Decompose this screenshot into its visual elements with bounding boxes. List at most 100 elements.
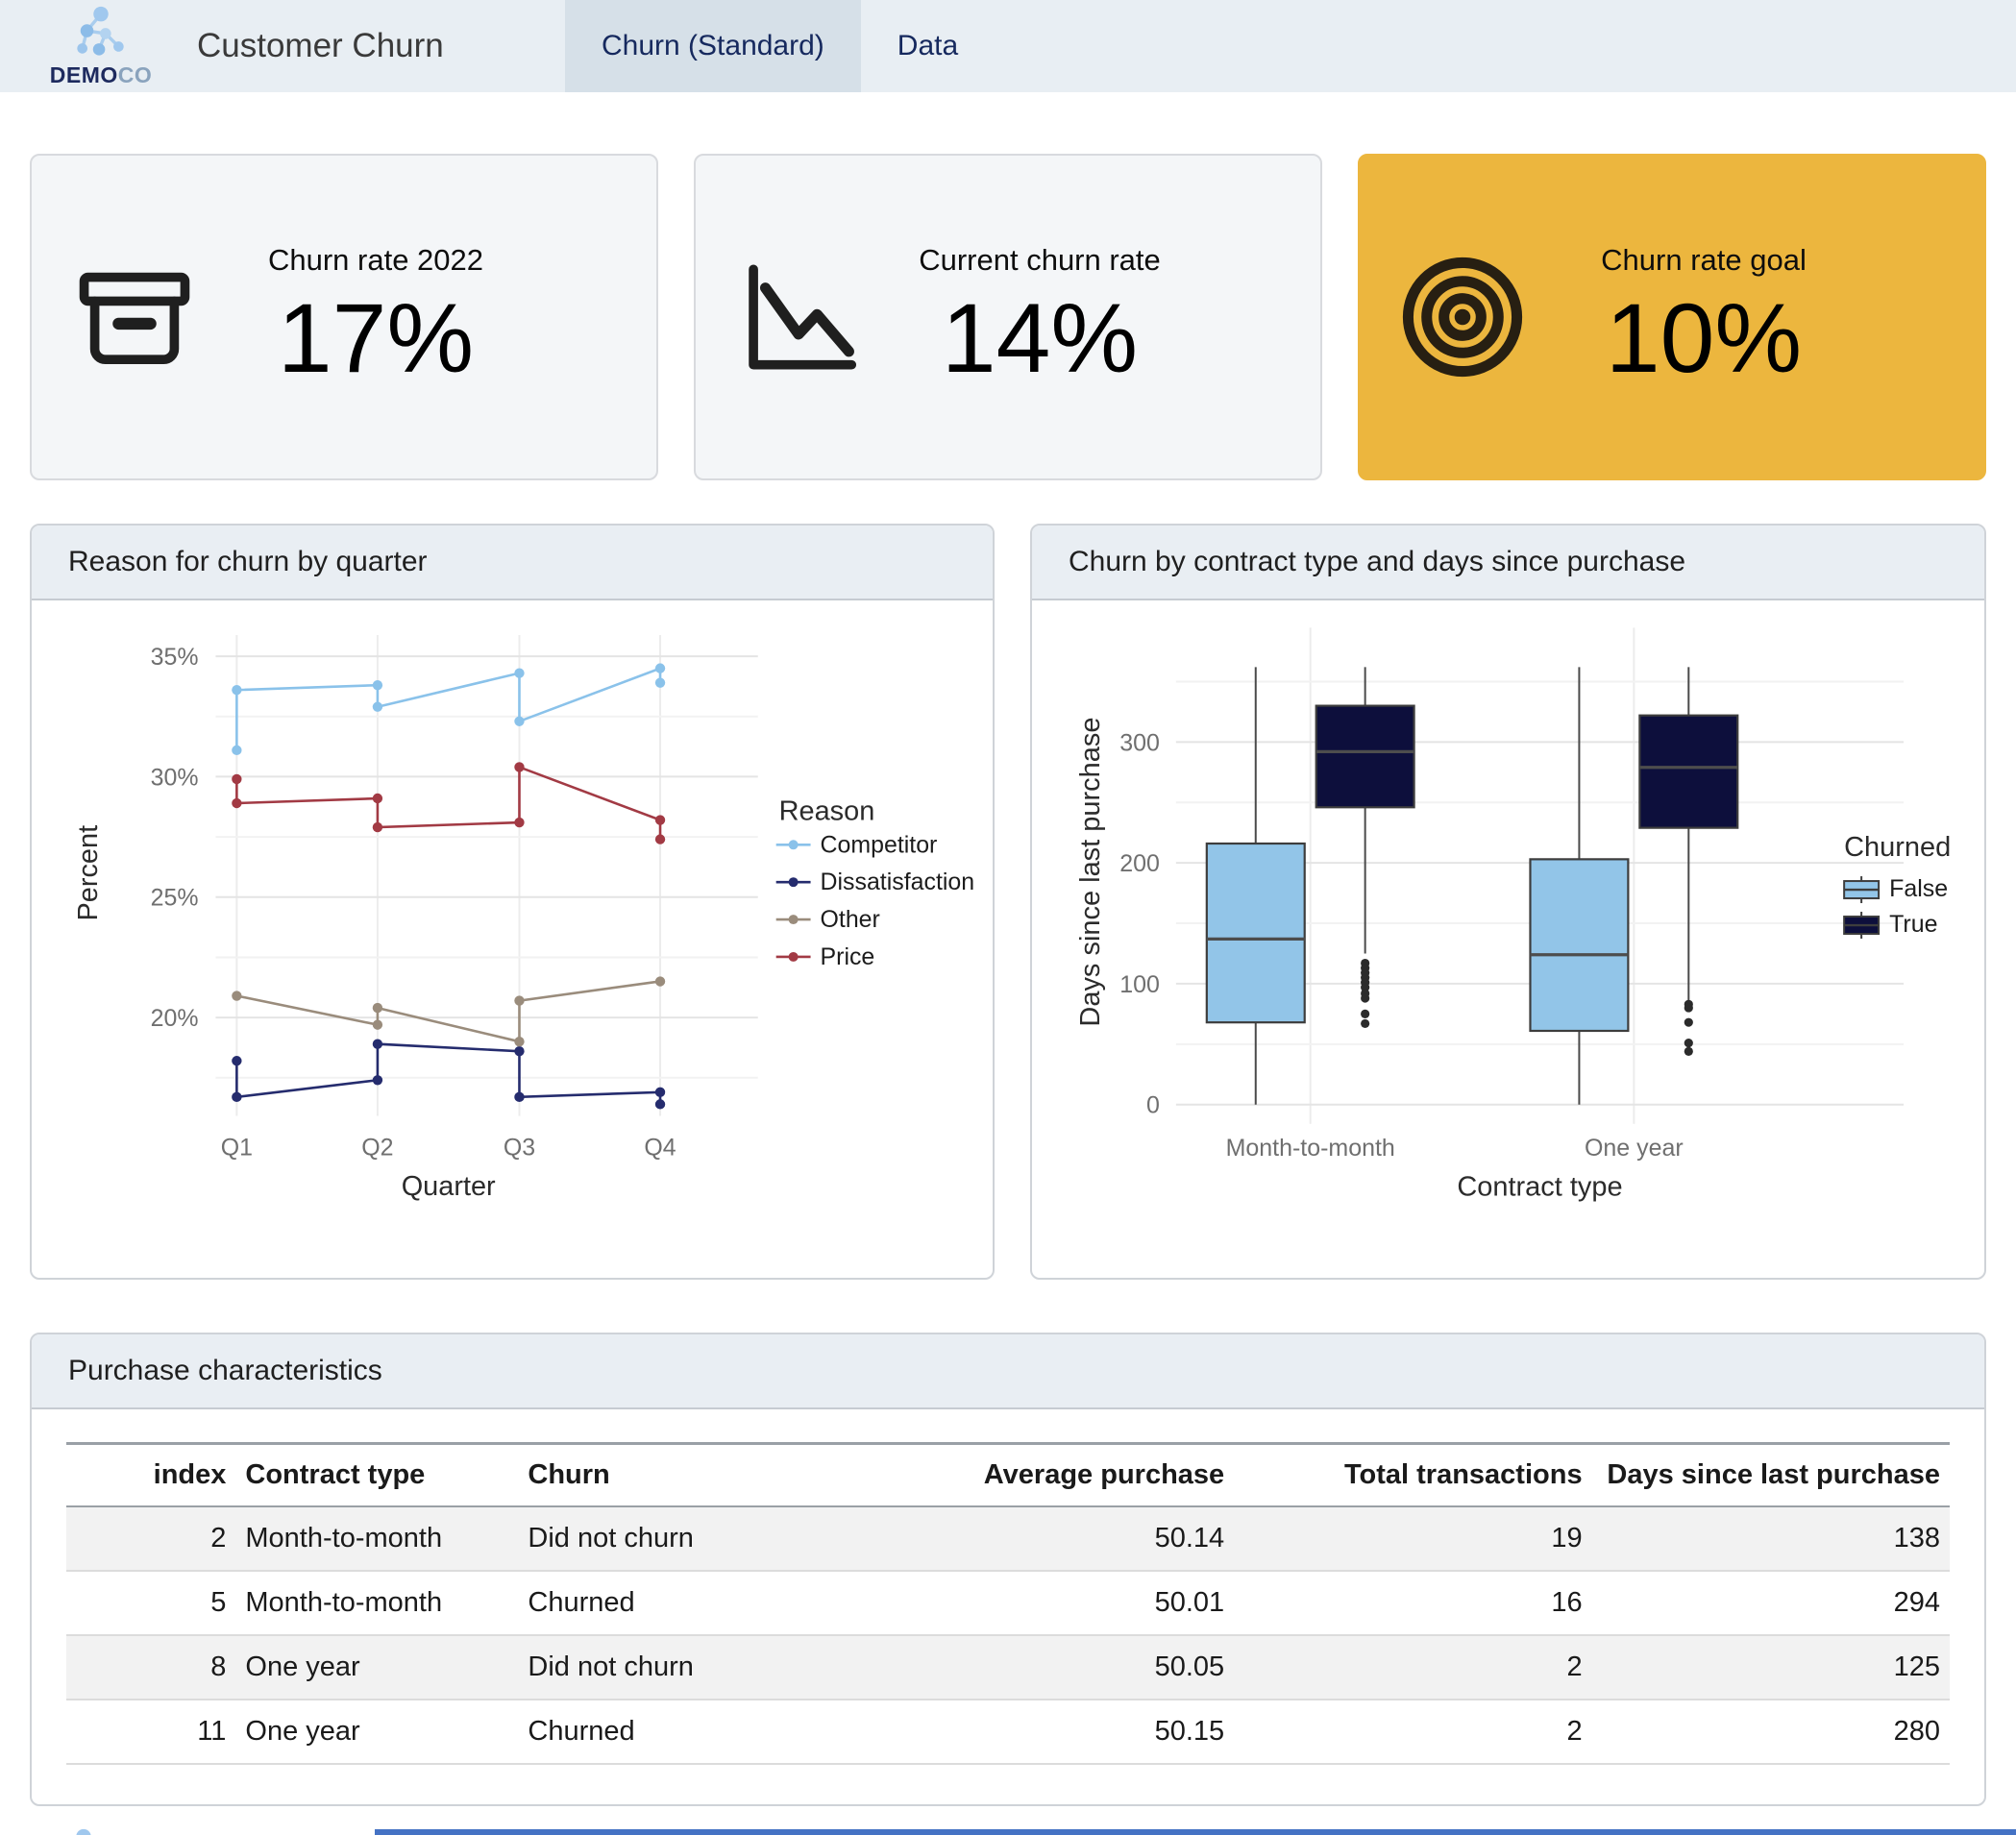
table-cell: Churned bbox=[528, 1716, 635, 1747]
table-row: 2 Month-to-month Did not churn 50.14 19 138 bbox=[66, 1506, 1950, 1571]
svg-text:Q3: Q3 bbox=[504, 1134, 535, 1161]
purchase-table-body: 2 Month-to-month Did not churn 50.14 19 138 5 M… bbox=[66, 1506, 1950, 1764]
panel-purchase-characteristics: Purchase characteristics index Contract … bbox=[30, 1333, 1986, 1806]
kpi-title: Churn rate goal bbox=[1601, 243, 1807, 278]
panel-churn-by-contract: Churn by contract type and days since pu… bbox=[1030, 524, 1986, 1280]
molecule-logo-icon bbox=[77, 6, 124, 56]
svg-text:35%: 35% bbox=[151, 644, 199, 671]
table-cell: 5 bbox=[210, 1587, 227, 1618]
table-cell: One year bbox=[245, 1716, 360, 1747]
table-cell: 2 bbox=[1566, 1652, 1583, 1682]
svg-text:Q1: Q1 bbox=[221, 1134, 253, 1161]
kpi-value: 14% bbox=[941, 283, 1139, 394]
col-total-transactions: Total transactions bbox=[1343, 1459, 1583, 1490]
charts-row: Reason for churn by quarter 20% 25% 30% 35%… bbox=[30, 524, 1986, 1280]
svg-text:200: 200 bbox=[1119, 850, 1160, 877]
purchase-table-wrap: index Contract type Churn Average purcha… bbox=[32, 1409, 1984, 1765]
table-row: 5 Month-to-month Churned 50.01 16 294 bbox=[66, 1571, 1950, 1635]
kpi-title: Churn rate 2022 bbox=[267, 243, 484, 278]
table-cell: 2 bbox=[210, 1523, 227, 1554]
table-cell: 138 bbox=[1893, 1523, 1940, 1554]
kpi-value: 10% bbox=[1605, 283, 1803, 394]
table-row: 8 One year Did not churn 50.05 2 125 bbox=[66, 1635, 1950, 1700]
svg-text:Other: Other bbox=[821, 906, 880, 933]
table-cell: Month-to-month bbox=[245, 1523, 443, 1554]
kpi-value: 17% bbox=[277, 283, 475, 394]
kpi-card-current-churn: Current churn rate 14% bbox=[694, 154, 1322, 480]
footer-divider-partial bbox=[375, 1829, 2016, 1835]
svg-text:Competitor: Competitor bbox=[821, 831, 938, 858]
kpi-card-churn-2022: Churn rate 2022 17% bbox=[30, 154, 658, 480]
company-logo: DEMOCO bbox=[43, 4, 159, 88]
col-churn: Churn bbox=[528, 1459, 610, 1490]
table-cell: 50.14 bbox=[1154, 1523, 1225, 1554]
table-cell: Did not churn bbox=[528, 1652, 694, 1682]
svg-text:Month-to-month: Month-to-month bbox=[1226, 1135, 1395, 1162]
col-index: index bbox=[153, 1459, 227, 1490]
svg-text:30%: 30% bbox=[151, 764, 199, 791]
panel-title-boxplot: Churn by contract type and days since pu… bbox=[1032, 526, 1984, 600]
svg-text:300: 300 bbox=[1119, 729, 1160, 756]
table-header-row: index Contract type Churn Average purcha… bbox=[66, 1443, 1950, 1506]
table-cell: 50.15 bbox=[1154, 1716, 1225, 1747]
svg-text:0: 0 bbox=[1146, 1092, 1160, 1119]
col-average-purchase: Average purchase bbox=[983, 1459, 1225, 1490]
kpi-text: Churn rate goal 10% bbox=[1529, 243, 1946, 390]
table-cell: Did not churn bbox=[528, 1523, 694, 1554]
reason-chart: 20% 25% 30% 35% Q1 Q2 Q3 Q4 Quarter Percent Reason… bbox=[32, 600, 993, 1278]
nav-tabs: Churn (Standard) Data bbox=[565, 0, 995, 92]
purchase-table: index Contract type Churn Average purcha… bbox=[66, 1442, 1950, 1765]
page-title: Customer Churn bbox=[197, 27, 444, 64]
panel-reason-for-churn: Reason for churn by quarter 20% 25% 30% 35%… bbox=[30, 524, 995, 1280]
svg-text:False: False bbox=[1889, 875, 1948, 902]
logo-text-demo: DEMO bbox=[49, 62, 118, 87]
kpi-row: Churn rate 2022 17% Current churn rate 1… bbox=[30, 154, 1986, 480]
svg-text:Quarter: Quarter bbox=[402, 1171, 496, 1202]
svg-text:Days since last purchase: Days since last purchase bbox=[1075, 718, 1106, 1027]
table-cell: 11 bbox=[197, 1716, 227, 1747]
table-cell: Month-to-month bbox=[245, 1587, 443, 1618]
table-cell: 125 bbox=[1893, 1652, 1940, 1682]
box-chart: 0 100 200 300 Month-to-month One year Contract… bbox=[1032, 600, 1984, 1278]
trend-down-icon bbox=[749, 264, 857, 370]
table-row: 11 One year Churned 50.15 2 280 bbox=[66, 1700, 1950, 1764]
svg-text:Q4: Q4 bbox=[644, 1134, 676, 1161]
kpi-card-churn-goal: Churn rate goal 10% bbox=[1358, 154, 1986, 480]
svg-text:Q2: Q2 bbox=[361, 1134, 393, 1161]
table-cell: 294 bbox=[1893, 1587, 1940, 1618]
kpi-text: Churn rate 2022 17% bbox=[201, 243, 618, 390]
kpi-text: Current churn rate 14% bbox=[865, 243, 1282, 390]
panel-title-reasons: Reason for churn by quarter bbox=[32, 526, 993, 600]
table-cell: 50.05 bbox=[1154, 1652, 1225, 1682]
svg-text:Percent: Percent bbox=[73, 825, 104, 921]
table-cell: 2 bbox=[1566, 1716, 1583, 1747]
col-contract-type: Contract type bbox=[245, 1459, 426, 1490]
svg-text:True: True bbox=[1889, 911, 1937, 938]
app-header: DEMOCO Customer Churn Churn (Standard) D… bbox=[0, 0, 2016, 92]
logo-text-co: CO bbox=[117, 62, 153, 87]
table-cell: 50.01 bbox=[1154, 1587, 1225, 1618]
logo-text: DEMOCO bbox=[43, 62, 159, 88]
svg-text:One year: One year bbox=[1585, 1135, 1684, 1162]
svg-text:20%: 20% bbox=[151, 1005, 199, 1032]
tab-churn-standard[interactable]: Churn (Standard) bbox=[565, 0, 861, 92]
table-cell: Churned bbox=[528, 1587, 635, 1618]
svg-text:Price: Price bbox=[821, 943, 875, 970]
col-days-since-purchase: Days since last purchase bbox=[1607, 1459, 1940, 1490]
svg-text:Reason: Reason bbox=[779, 795, 875, 826]
svg-text:Dissatisfaction: Dissatisfaction bbox=[821, 869, 975, 895]
tab-data[interactable]: Data bbox=[897, 30, 959, 61]
svg-text:Contract type: Contract type bbox=[1457, 1172, 1622, 1203]
kpi-title: Current churn rate bbox=[919, 243, 1161, 278]
table-cell: 280 bbox=[1893, 1716, 1940, 1747]
table-cell: 19 bbox=[1551, 1523, 1583, 1554]
archive-box-icon bbox=[79, 272, 190, 364]
panel-title-table: Purchase characteristics bbox=[32, 1334, 1984, 1409]
svg-text:25%: 25% bbox=[151, 885, 199, 912]
table-cell: 16 bbox=[1551, 1587, 1583, 1618]
table-cell: 8 bbox=[210, 1652, 227, 1682]
svg-text:Churned: Churned bbox=[1844, 832, 1951, 863]
footer-logo-partial bbox=[56, 1826, 123, 1835]
table-cell: One year bbox=[245, 1652, 360, 1682]
